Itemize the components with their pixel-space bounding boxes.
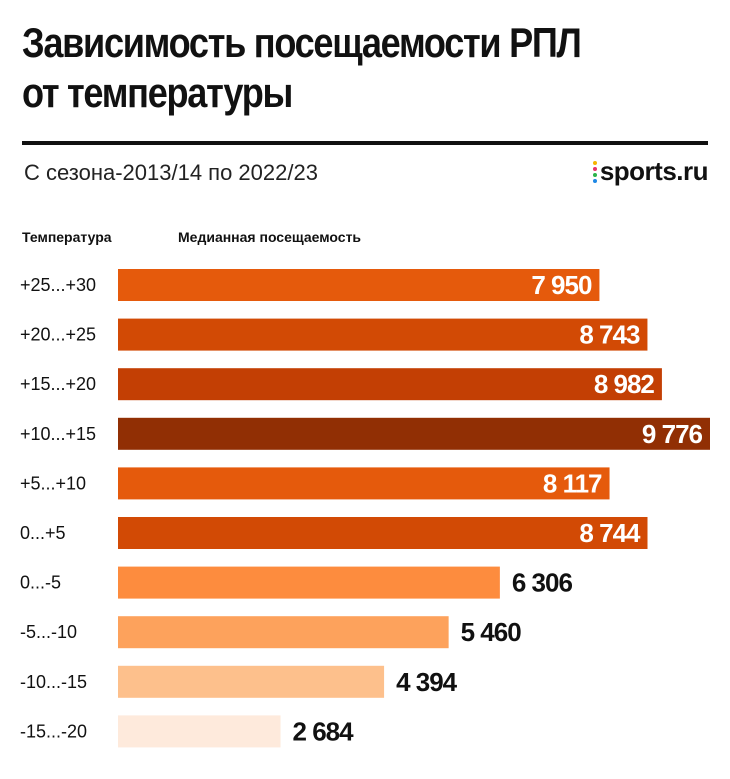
bar — [118, 318, 648, 351]
bar — [118, 269, 600, 301]
bar — [118, 517, 648, 549]
bar-value-label: 7 950 — [531, 270, 592, 300]
chart-subtitle: С сезона-2013/14 по 2022/23 — [24, 160, 318, 185]
logo-text: sports.ru — [599, 156, 709, 186]
bar-value-label: 9 776 — [642, 419, 703, 449]
bar — [118, 566, 500, 599]
category-label: -10...-15 — [20, 672, 87, 692]
bar — [118, 715, 281, 748]
category-label: +5...+10 — [20, 473, 86, 493]
sports-ru-logo: sports.ru — [592, 156, 709, 187]
title-divider — [22, 141, 708, 145]
bar-value-label: 5 460 — [461, 617, 522, 647]
category-label: +25...+30 — [20, 275, 96, 295]
attendance-column-header: Медианная посещаемость — [178, 229, 362, 245]
category-label: +10...+15 — [20, 424, 96, 444]
bar — [118, 616, 449, 649]
chart-title: Зависимость посещаемости РПЛ от температ… — [22, 18, 615, 118]
category-label: 0...-5 — [20, 573, 61, 593]
bar-value-label: 8 744 — [579, 518, 641, 548]
category-label: 0...+5 — [20, 523, 66, 543]
bar — [118, 665, 385, 698]
category-label: -5...-10 — [20, 622, 77, 642]
bar-value-label: 4 394 — [396, 667, 458, 697]
bar — [118, 417, 710, 450]
title-line-1: Зависимость посещаемости РПЛ — [22, 19, 582, 66]
bar-value-label: 8 117 — [543, 468, 602, 498]
bar-value-label: 2 684 — [293, 716, 355, 746]
bar-value-label: 6 306 — [512, 568, 573, 598]
bar — [118, 368, 662, 401]
category-label: +20...+25 — [20, 325, 96, 345]
title-line-2: от температуры — [22, 69, 293, 116]
bar — [118, 467, 610, 500]
logo-dots-icon — [592, 160, 597, 183]
category-label: +15...+20 — [20, 374, 96, 394]
bar-value-label: 8 743 — [579, 320, 640, 350]
temperature-column-header: Температура — [22, 229, 112, 245]
bar-value-label: 8 982 — [594, 369, 655, 399]
category-label: -15...-20 — [20, 721, 87, 741]
